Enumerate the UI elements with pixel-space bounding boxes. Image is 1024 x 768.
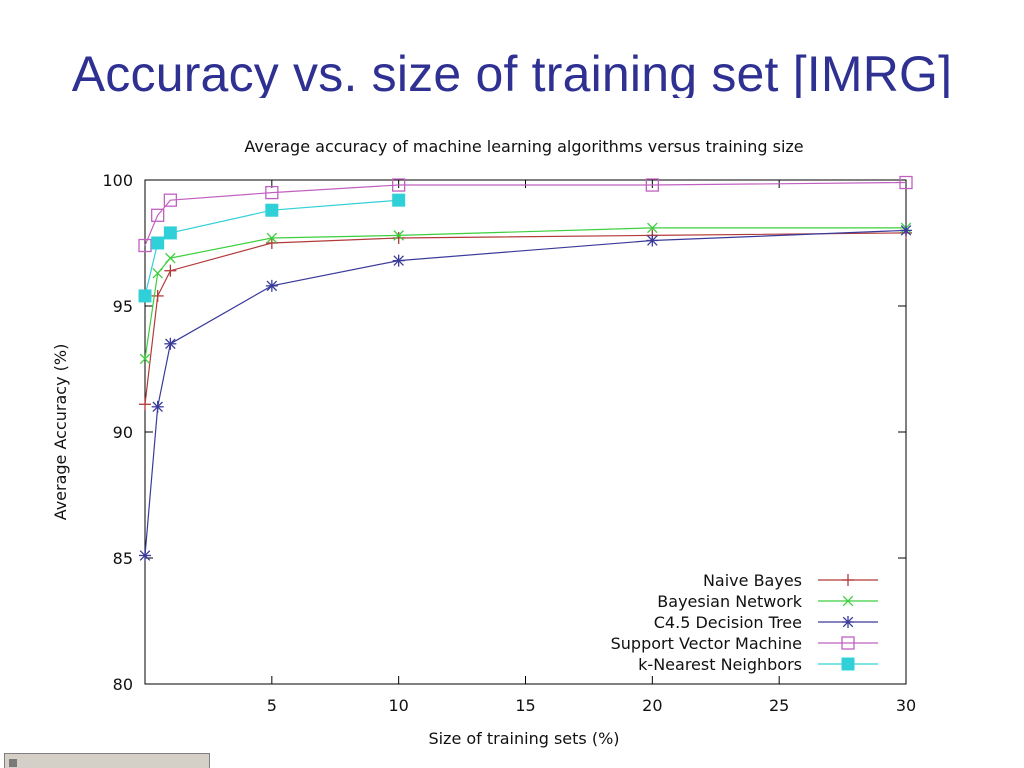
legend: Naive Bayes Bayesian Network C4.5 Decision… [611,571,878,674]
x-tick-label: 20 [642,696,662,715]
x-tick-label: 10 [388,696,408,715]
data-point [139,549,151,562]
data-point [163,226,177,240]
taskbar-strip [4,753,210,768]
data-point [842,616,854,628]
data-point [164,337,177,350]
data-point [163,193,178,207]
legend-entry: Support Vector Machine [611,634,878,653]
legend-label: Support Vector Machine [611,634,802,653]
x-tick-label: 15 [515,696,535,715]
data-point [645,178,659,192]
data-point [841,657,855,671]
series-k-nearest-neighbors [138,193,406,303]
data-point [164,264,177,277]
series-support-vector-machine [138,175,913,253]
data-point [842,595,854,607]
data-point [392,231,405,244]
slide-title: Accuracy vs. size of training set [IMRG] [71,46,953,98]
series-naive-bayes [139,226,912,411]
data-point [393,230,404,241]
y-tick-label: 100 [102,171,133,190]
data-point [265,237,278,249]
data-point [139,398,151,411]
series-c4-5-decision-tree [139,224,912,562]
data-point [152,267,163,279]
data-point [841,636,855,650]
data-point [392,254,405,267]
data-point [151,236,165,250]
y-axis-label: Average Accuracy (%) [51,344,70,521]
data-point [151,289,164,302]
legend-label: C4.5 Decision Tree [654,613,802,632]
x-axis-label: Size of training sets (%) [428,729,619,748]
legend-entry: Bayesian Network [657,592,878,611]
chart-title: Average accuracy of machine learning alg… [244,137,803,156]
data-point [646,234,659,247]
series-line [144,229,907,556]
y-tick-label: 90 [113,423,133,442]
legend-entry: C4.5 Decision Tree [654,613,878,632]
legend-label: Bayesian Network [657,592,802,611]
data-point [165,252,176,264]
x-tick-label: 25 [769,696,789,715]
series-line [144,232,907,405]
y-tick-label: 85 [113,549,133,568]
data-point [842,574,854,586]
data-point [265,185,279,200]
y-tick-label: 95 [113,297,133,316]
series-bayesian-network [139,222,912,365]
legend-label: Naive Bayes [703,571,802,590]
legend-label: k-Nearest Neighbors [638,655,802,674]
data-point [139,353,151,365]
data-point [265,279,278,292]
y-tick-label: 80 [113,675,133,694]
data-point [138,289,152,303]
legend-entry: k-Nearest Neighbors [638,655,878,674]
data-point [392,193,406,207]
data-point [266,232,278,244]
series-line [144,181,907,246]
data-point [265,203,279,217]
data-point [647,222,658,234]
app-icon [9,759,17,767]
data-point [900,224,912,237]
x-tick-label: 5 [267,696,277,715]
series-layer [138,175,913,562]
axis-ticks: 80 85 90 95 100 5 10 15 20 25 30 [102,171,916,715]
data-point [151,208,165,222]
data-point [392,178,406,192]
data-point [151,400,164,413]
legend-entry: Naive Bayes [703,571,878,590]
data-point [899,175,913,190]
x-tick-label: 30 [896,696,916,715]
data-point [138,238,152,253]
